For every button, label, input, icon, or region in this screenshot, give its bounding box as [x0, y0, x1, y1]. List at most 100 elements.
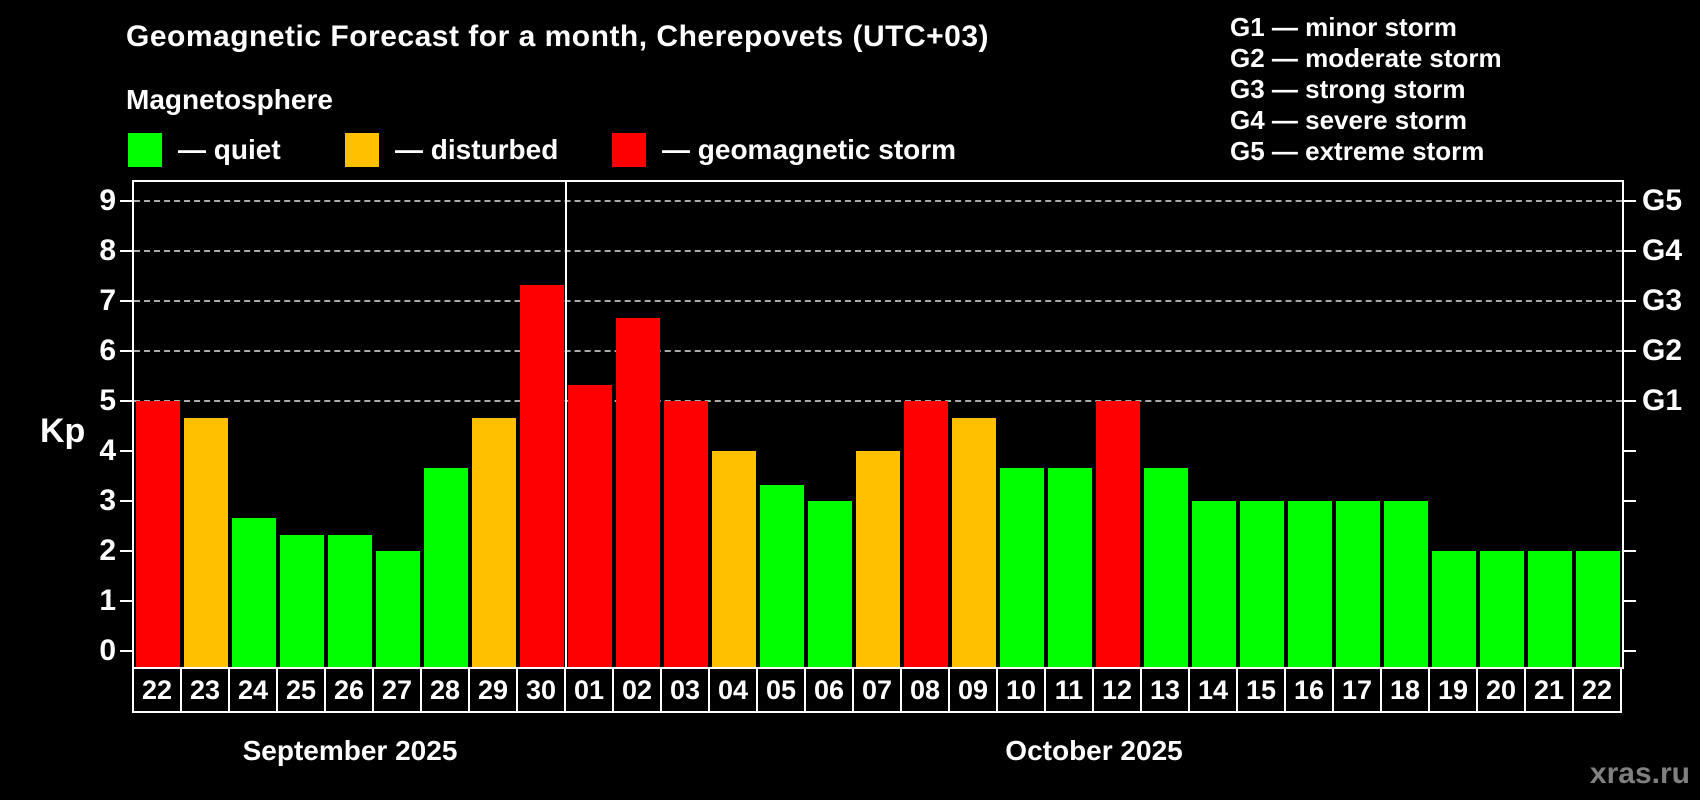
day-cell-october-01: 01 [564, 667, 614, 713]
bar-october-14 [1192, 501, 1236, 667]
y-tick-left-1 [120, 600, 132, 602]
y-axis-label-0: 0 [99, 634, 116, 667]
y-tick-left-9 [120, 200, 132, 202]
gscale-legend-line-g4: G4 — severe storm [1230, 105, 1468, 135]
day-cell-october-14: 14 [1188, 667, 1238, 713]
month-label-september: September 2025 [242, 735, 458, 766]
y-axis-label-3: 3 [99, 484, 116, 517]
gscale-legend: G1 — minor storm G2 — moderate storm G3 … [1230, 12, 1502, 167]
month-label-october: October 2025 [1005, 735, 1183, 766]
gridline-kp-8 [134, 250, 1622, 252]
legend-label-storm: — geomagnetic storm [662, 134, 957, 165]
bar-october-05 [760, 484, 804, 667]
legend-item-storm: — geomagnetic storm [612, 133, 956, 167]
day-cell-october-03: 03 [660, 667, 710, 713]
day-cell-october-19: 19 [1428, 667, 1478, 713]
legend-label-disturbed: — disturbed [395, 134, 559, 165]
day-cell-october-09: 09 [948, 667, 998, 713]
day-cell-october-16: 16 [1284, 667, 1334, 713]
y-tick-right-7 [1624, 300, 1636, 302]
gridline-kp-7 [134, 300, 1622, 302]
y-tick-left-3 [120, 500, 132, 502]
bar-september-25 [280, 534, 324, 667]
bar-october-20 [1480, 551, 1524, 667]
y-tick-left-8 [120, 250, 132, 252]
day-cell-september-29: 29 [468, 667, 518, 713]
legend-label-quiet: — quiet [178, 134, 281, 165]
day-cell-september-24: 24 [228, 667, 278, 713]
bar-october-21 [1528, 551, 1572, 667]
y-tick-left-2 [120, 550, 132, 552]
day-cell-october-21: 21 [1524, 667, 1574, 713]
day-cell-october-11: 11 [1044, 667, 1094, 713]
bar-october-17 [1336, 501, 1380, 667]
y-tick-right-6 [1624, 350, 1636, 352]
y-tick-left-0 [120, 650, 132, 652]
day-cell-september-22: 22 [132, 667, 182, 713]
y-axis-title: Kp [40, 412, 86, 450]
y-tick-right-1 [1624, 600, 1636, 602]
day-cell-october-06: 06 [804, 667, 854, 713]
gridline-kp-5 [134, 400, 1622, 402]
y-axis-label-8: 8 [99, 234, 116, 267]
quiet-color-swatch [128, 133, 162, 167]
bar-october-16 [1288, 501, 1332, 667]
day-cell-october-22: 22 [1572, 667, 1622, 713]
bar-october-08 [904, 401, 948, 667]
bar-october-01 [568, 384, 612, 667]
day-cell-october-08: 08 [900, 667, 950, 713]
right-axis-label-g4: G4 [1642, 234, 1683, 267]
bar-october-13 [1144, 467, 1188, 667]
bar-october-15 [1240, 501, 1284, 667]
day-cell-october-17: 17 [1332, 667, 1382, 713]
bar-september-22 [136, 401, 180, 667]
day-cell-october-02: 02 [612, 667, 662, 713]
gridline-kp-6 [134, 350, 1622, 352]
y-tick-left-7 [120, 300, 132, 302]
day-cell-october-04: 04 [708, 667, 758, 713]
y-axis-label-6: 6 [99, 334, 116, 367]
y-tick-right-3 [1624, 500, 1636, 502]
storm-color-swatch [612, 133, 646, 167]
bar-october-10 [1000, 467, 1044, 667]
right-axis-label-g3: G3 [1642, 284, 1683, 317]
page-title: Geomagnetic Forecast for a month, Cherep… [126, 20, 990, 53]
chart-subtitle: Magnetosphere [126, 84, 333, 115]
y-tick-right-5 [1624, 400, 1636, 402]
y-tick-left-5 [120, 400, 132, 402]
gscale-legend-line-g5: G5 — extreme storm [1230, 136, 1485, 166]
legend-item-quiet: — quiet [128, 133, 281, 167]
y-axis-label-1: 1 [99, 584, 116, 617]
bar-october-09 [952, 417, 996, 667]
legend-item-disturbed: — disturbed [345, 133, 558, 167]
y-axis-label-7: 7 [99, 284, 116, 317]
month-divider [565, 182, 567, 667]
day-cell-october-12: 12 [1092, 667, 1142, 713]
gscale-legend-line-g2: G2 — moderate storm [1230, 43, 1502, 73]
day-cell-october-05: 05 [756, 667, 806, 713]
y-tick-right-2 [1624, 550, 1636, 552]
bar-october-18 [1384, 501, 1428, 667]
day-cell-october-18: 18 [1380, 667, 1430, 713]
day-cell-september-23: 23 [180, 667, 230, 713]
bar-october-07 [856, 451, 900, 667]
y-tick-left-4 [120, 450, 132, 452]
bar-october-03 [664, 401, 708, 667]
bar-october-12 [1096, 401, 1140, 667]
day-cell-october-10: 10 [996, 667, 1046, 713]
y-axis-label-9: 9 [99, 184, 116, 217]
bar-september-23 [184, 417, 228, 667]
y-tick-right-9 [1624, 200, 1636, 202]
bar-september-29 [472, 417, 516, 667]
right-axis-label-g5: G5 [1642, 184, 1683, 217]
right-axis-label-g1: G1 [1642, 384, 1683, 417]
bar-september-30 [520, 284, 564, 667]
watermark: xras.ru [1589, 757, 1690, 790]
y-tick-left-6 [120, 350, 132, 352]
bar-september-26 [328, 534, 372, 667]
bar-september-24 [232, 517, 276, 667]
day-cell-september-28: 28 [420, 667, 470, 713]
disturbed-color-swatch [345, 133, 379, 167]
gridline-kp-9 [134, 200, 1622, 202]
